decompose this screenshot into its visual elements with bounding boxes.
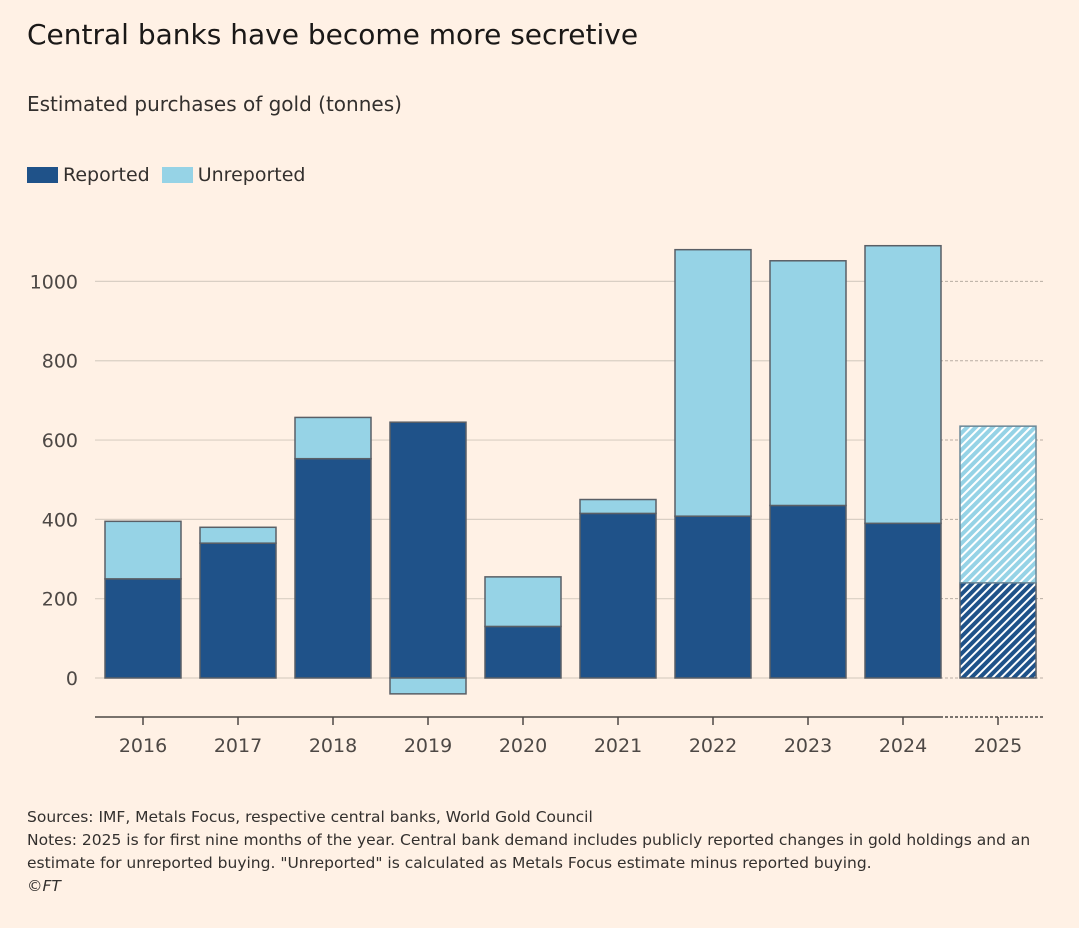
- bar-reported-2018: [294, 457, 372, 679]
- bar-unreported-2024: [864, 244, 942, 525]
- bar-reported-2019: [389, 421, 467, 679]
- bar-unreported-2020: [484, 576, 562, 628]
- bar-chart: 0 200 400 600 800 1000 2016 2017 2018 2019 2020 202…: [30, 244, 1045, 757]
- notes-line-1: Notes: 2025 is for first nine months of …: [27, 831, 1031, 849]
- bar-reported-2017: [199, 542, 277, 679]
- chart-footer: Sources: IMF, Metals Focus, respective c…: [27, 806, 1067, 898]
- sources-note: Sources: IMF, Metals Focus, respective c…: [27, 808, 593, 826]
- bar-unreported-2019: [389, 677, 467, 695]
- x-tick-label-2017: 2017: [214, 735, 262, 757]
- x-tick-label-2020: 2020: [499, 735, 547, 757]
- legend-swatch-reported: [27, 167, 58, 183]
- ft-copyright: ©FT: [27, 877, 61, 895]
- legend: Reported Unreported: [27, 164, 317, 186]
- bar-reported-2021: [579, 512, 657, 679]
- x-tick-label-2019: 2019: [404, 735, 452, 757]
- notes-line-2: estimate for unreported buying. "Unrepor…: [27, 854, 872, 872]
- bar-reported-2025: [959, 582, 1037, 679]
- y-tick-label-600: 600: [42, 430, 78, 452]
- bar-reported-2020: [484, 625, 562, 679]
- chart-subtitle: Estimated purchases of gold (tonnes): [27, 92, 402, 116]
- x-tick-label-2018: 2018: [309, 735, 357, 757]
- y-tick-label-400: 400: [42, 509, 78, 531]
- y-tick-label-1000: 1000: [30, 271, 78, 293]
- bar-unreported-2021: [579, 498, 657, 515]
- x-tick-label-2023: 2023: [784, 735, 832, 757]
- x-tick-label-2016: 2016: [119, 735, 167, 757]
- bar-unreported-2016: [104, 520, 182, 580]
- y-tick-label-800: 800: [42, 351, 78, 373]
- legend-swatch-unreported: [161, 167, 193, 183]
- legend-label-unreported: Unreported: [197, 164, 306, 186]
- x-tick-label-2022: 2022: [689, 735, 737, 757]
- bar-reported-2024: [864, 522, 942, 679]
- legend-item-unreported: Unreported: [161, 164, 306, 186]
- bar-reported-2022: [674, 515, 752, 679]
- legend-label-reported: Reported: [63, 164, 150, 186]
- y-tick-label-200: 200: [42, 589, 78, 611]
- x-tick-label-2024: 2024: [879, 735, 927, 757]
- bar-unreported-2017: [199, 526, 277, 544]
- bar-reported-2016: [104, 578, 182, 679]
- x-tick-label-2021: 2021: [594, 735, 642, 757]
- bar-unreported-2018: [294, 416, 372, 460]
- y-tick-label-0: 0: [66, 668, 78, 690]
- bar-unreported-2022: [674, 248, 752, 517]
- bar-unreported-2025: [959, 425, 1037, 584]
- bar-reported-2023: [769, 504, 847, 679]
- x-tick-label-2025: 2025: [974, 735, 1022, 757]
- legend-item-reported: Reported: [27, 164, 150, 186]
- bar-unreported-2023: [769, 260, 847, 507]
- chart-title: Central banks have become more secretive: [27, 18, 639, 51]
